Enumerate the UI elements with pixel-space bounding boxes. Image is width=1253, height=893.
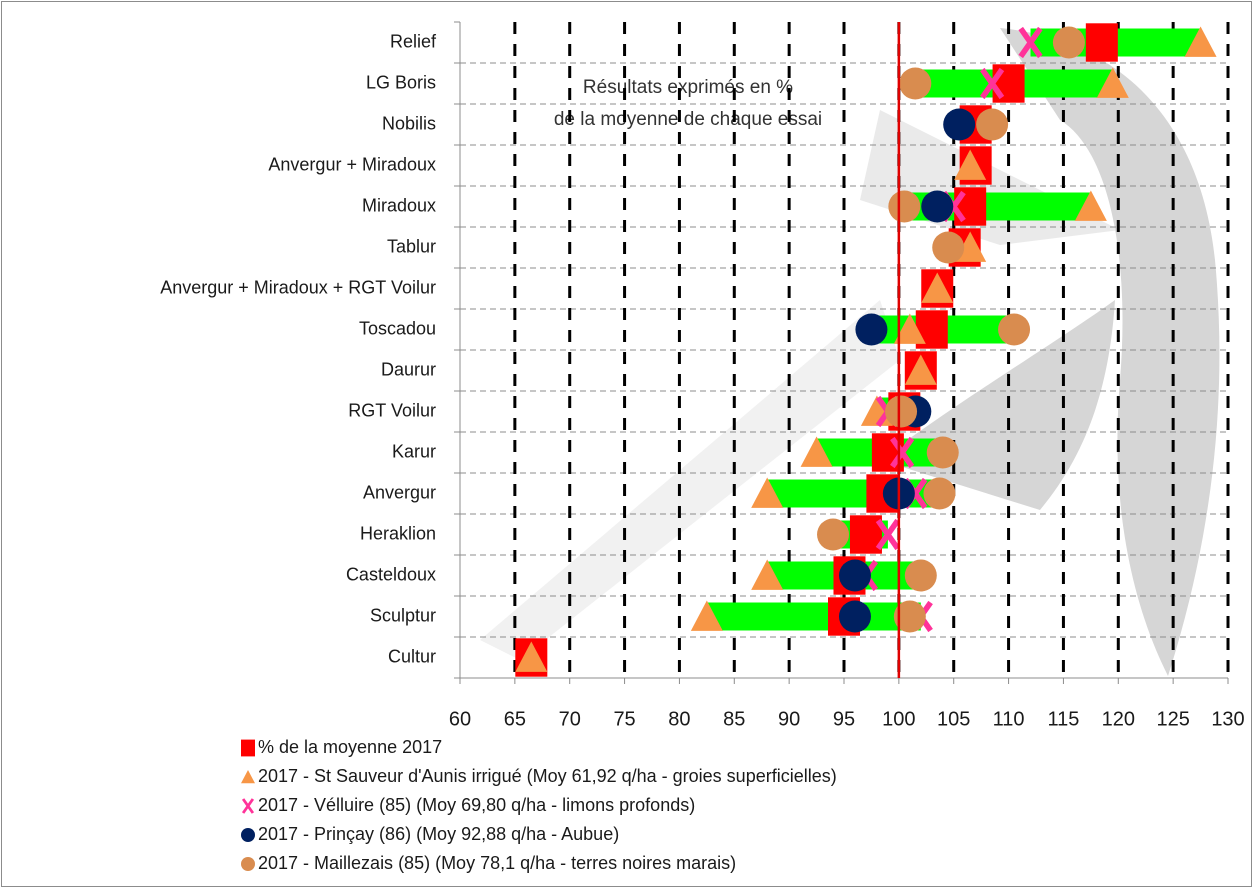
- data-point: [993, 64, 1025, 102]
- legend-marker: [241, 828, 255, 842]
- data-point: [954, 187, 986, 225]
- x-tick-label: 125: [1156, 708, 1189, 730]
- category-label: Daurur: [381, 359, 436, 379]
- data-point: [932, 232, 964, 264]
- x-tick-label: 130: [1211, 708, 1244, 730]
- data-point: [943, 109, 975, 141]
- category-label: Toscadou: [359, 318, 436, 338]
- x-tick-label: 80: [668, 708, 690, 730]
- data-point: [899, 68, 931, 100]
- data-point: [1053, 27, 1085, 59]
- chart: Résultats exprimés en % de la moyenne de…: [0, 0, 1253, 888]
- category-label: Karur: [392, 441, 436, 461]
- category-label: Casteldoux: [346, 564, 436, 584]
- data-point: [976, 109, 1008, 141]
- data-point: [1086, 23, 1118, 61]
- category-label: Anvergur + Miradoux + RGT Voilur: [160, 277, 436, 297]
- x-tick-label: 70: [559, 708, 581, 730]
- category-label: Sculptur: [370, 605, 436, 625]
- legend-label: 2017 - Vélluire (85) (Moy 69,80 q/ha - l…: [258, 795, 695, 815]
- data-point: [923, 478, 955, 510]
- x-tick-label: 115: [1047, 708, 1079, 730]
- data-point: [927, 437, 959, 469]
- category-label: LG Boris: [366, 72, 436, 92]
- category-label: Tablur: [387, 236, 436, 256]
- data-point: [921, 191, 953, 223]
- data-point: [839, 560, 871, 592]
- category-label: Miradoux: [362, 195, 436, 215]
- data-point: [888, 191, 920, 223]
- legend-marker: [241, 857, 255, 871]
- data-point: [817, 519, 849, 551]
- range-bar: [707, 603, 921, 631]
- x-tick-label: 75: [613, 708, 635, 730]
- annotation: de la moyenne de chaque essai: [554, 109, 822, 130]
- data-point: [998, 314, 1030, 346]
- legend-label: 2017 - St Sauveur d'Aunis irrigué (Moy 6…: [258, 766, 837, 786]
- x-tick-label: 90: [778, 708, 800, 730]
- x-tick-label: 95: [833, 708, 855, 730]
- data-point: [850, 515, 882, 553]
- x-tick-label: 105: [937, 708, 970, 730]
- data-point: [885, 396, 917, 428]
- x-tick-label: 100: [882, 708, 915, 730]
- category-label: Relief: [390, 31, 437, 51]
- x-tick-label: 60: [449, 708, 471, 730]
- legend-label: % de la moyenne 2017: [258, 737, 442, 757]
- x-tick-label: 65: [504, 708, 526, 730]
- x-tick-label: 120: [1102, 708, 1135, 730]
- data-point: [905, 560, 937, 592]
- data-point: [839, 601, 871, 633]
- category-label: RGT Voilur: [348, 400, 436, 420]
- category-label: Anvergur + Miradoux: [268, 154, 436, 174]
- data-point: [855, 314, 887, 346]
- x-tick-label: 110: [993, 708, 1025, 730]
- category-label: Heraklion: [360, 523, 436, 543]
- category-label: Nobilis: [382, 113, 436, 133]
- annotation: Résultats exprimés en %: [583, 77, 793, 98]
- x-tick-label: 85: [723, 708, 745, 730]
- legend-label: 2017 - Prinçay (86) (Moy 92,88 q/ha - Au…: [258, 824, 619, 844]
- category-label: Cultur: [388, 646, 436, 666]
- legend-label: 2017 - Maillezais (85) (Moy 78,1 q/ha - …: [258, 853, 736, 873]
- legend-marker: [241, 740, 255, 757]
- category-label: Anvergur: [363, 482, 436, 502]
- page: {"chart_data": { "type": "dot", "annotat…: [0, 0, 1253, 893]
